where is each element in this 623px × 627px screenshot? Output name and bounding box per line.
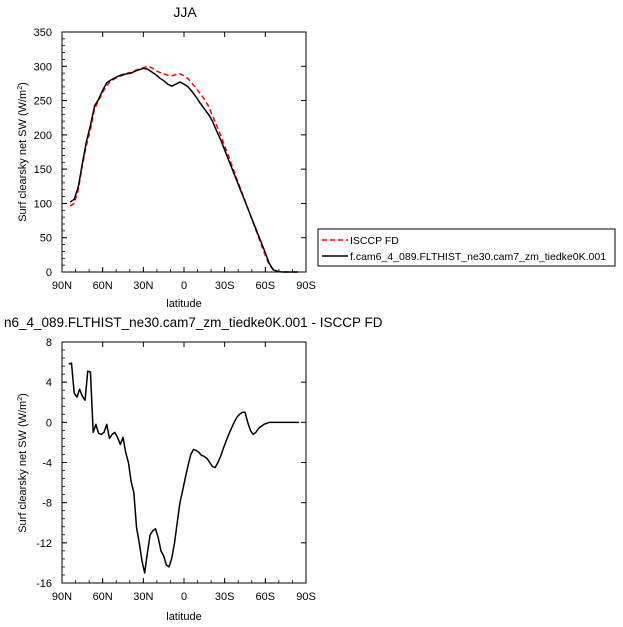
y-tick-label: -16 (36, 578, 52, 590)
series-line-0-0 (69, 65, 298, 273)
y-tick-label: 0 (46, 417, 52, 429)
series-line-0-1 (69, 67, 298, 273)
y-tick-label: 250 (34, 96, 52, 108)
series-line-1-0 (68, 362, 300, 574)
y-tick-label: -4 (42, 458, 52, 470)
top-series-group (69, 65, 298, 273)
y-tick-label: 200 (34, 130, 52, 142)
bottom-plot-frame (61, 341, 307, 584)
top-plot-frame (61, 31, 307, 273)
bottom-panel: n6_4_089.FLTHIST_ne30.cam7_zm_tiedke0K.0… (4, 315, 383, 623)
x-tick-label: 30N (133, 591, 153, 603)
x-tick-label: 60S (256, 280, 276, 292)
y-tick-label: -8 (42, 498, 52, 510)
y-tick-label: 8 (46, 337, 52, 349)
bottom-x-axis-label: latitude (166, 611, 201, 623)
x-tick-label: 60N (93, 280, 113, 292)
top-x-axis-label: latitude (166, 298, 201, 310)
y-tick-label: 0 (46, 267, 52, 279)
bottom-y-axis-label-main: Surf clearsky net SW (W/m (17, 401, 29, 533)
bottom-chart-title: n6_4_089.FLTHIST_ne30.cam7_zm_tiedke0K.0… (4, 315, 383, 330)
y-tick-label: 300 (34, 61, 52, 73)
y-tick-label: 50 (40, 233, 52, 245)
top-panel: JJA 90N 60N 30N 0 30S 60S 90S 0 50 100 150 200 250 30… (17, 4, 616, 310)
legend-label-isccp: ISCCP FD (350, 235, 399, 247)
y-tick-label: 150 (34, 164, 52, 176)
bottom-y-axis-label-tail: ) (17, 393, 29, 397)
y-tick-label: 100 (34, 198, 52, 210)
x-tick-label: 90N (52, 280, 72, 292)
x-tick-label: 60N (93, 591, 113, 603)
top-y-axis-label-main: Surf clearsky net SW (W/m (17, 90, 29, 222)
top-y-axis-label-sup: 2 (17, 86, 24, 90)
bottom-y-axis-label-sup: 2 (17, 397, 24, 401)
legend: ISCCP FD f.cam6_4_089.FLTHIST_ne30.cam7_… (317, 228, 616, 267)
x-tick-label: 60S (256, 591, 276, 603)
top-ticks (61, 31, 307, 273)
bottom-y-axis-label: Surf clearsky net SW (W/m2) (17, 393, 29, 533)
x-tick-label: 30S (215, 280, 235, 292)
top-tick-labels: 90N 60N 30N 0 30S 60S 90S 0 50 100 150 200 250 300 350 (34, 27, 316, 292)
y-tick-label: -12 (36, 538, 52, 550)
x-tick-label: 30S (215, 591, 235, 603)
top-y-axis-label: Surf clearsky net SW (W/m2) (17, 82, 29, 222)
x-tick-label: 0 (181, 280, 187, 292)
x-tick-label: 30N (133, 280, 153, 292)
legend-label-model: f.cam6_4_089.FLTHIST_ne30.cam7_zm_tiedke… (350, 251, 606, 263)
x-tick-label: 90N (52, 591, 72, 603)
bottom-series-group (68, 362, 300, 574)
y-tick-label: 350 (34, 27, 52, 39)
top-chart-title: JJA (173, 4, 197, 20)
y-tick-label: 4 (46, 377, 52, 389)
bottom-ticks (61, 341, 307, 584)
x-tick-label: 90S (296, 280, 316, 292)
bottom-tick-labels: 90N 60N 30N 0 30S 60S 90S -16 -12 -8 -4 0 4 8 (36, 337, 316, 603)
x-tick-label: 0 (181, 591, 187, 603)
top-y-axis-label-tail: ) (17, 82, 29, 86)
legend-box (317, 228, 616, 267)
x-tick-label: 90S (296, 591, 316, 603)
